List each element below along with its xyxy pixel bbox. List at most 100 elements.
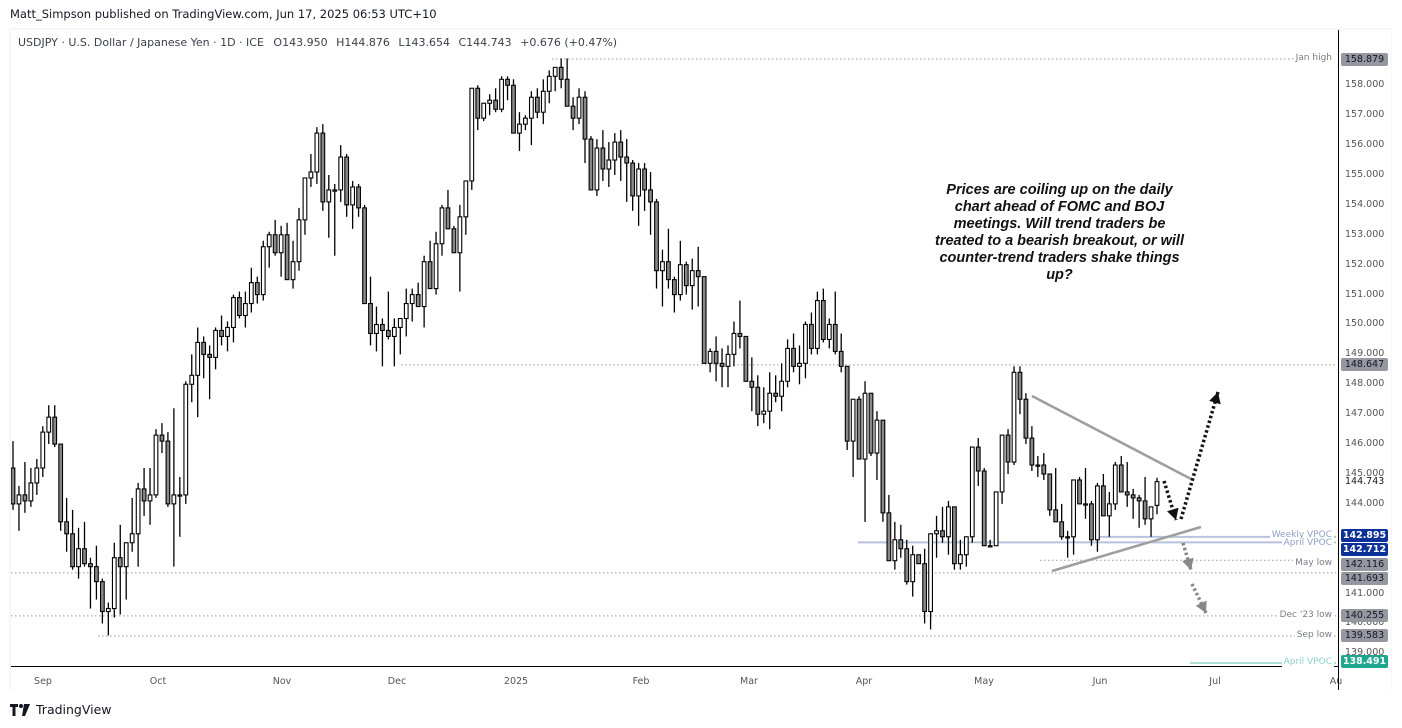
candle-body: [814, 300, 820, 349]
bullish-breakout-arrow-icon: [1179, 391, 1221, 520]
candle-body: [671, 279, 677, 296]
candle-body: [427, 261, 433, 290]
candle-body: [1017, 371, 1023, 400]
candle-body: [421, 261, 427, 308]
candle-body: [34, 467, 40, 484]
candle-body: [820, 300, 826, 340]
candle-body: [219, 329, 224, 337]
candle-body: [368, 303, 373, 335]
candle-body: [1142, 500, 1148, 520]
candle-body: [445, 207, 451, 230]
level-label: Weekly VPOC: [1269, 529, 1334, 540]
candle-body: [570, 105, 576, 119]
candle-body: [606, 159, 612, 170]
candle-body: [707, 350, 713, 364]
price-tick: 151.000: [1345, 288, 1385, 300]
candle-body: [1059, 521, 1065, 538]
candle-body: [803, 323, 808, 364]
candle-body: [618, 141, 624, 158]
candle-body: [725, 353, 731, 367]
candle-body: [350, 186, 356, 206]
candle-body: [183, 383, 189, 496]
candle-body: [844, 365, 850, 442]
candle-body: [284, 234, 290, 281]
level-price-label: 139.583: [1341, 629, 1388, 643]
candle-body: [469, 87, 475, 182]
candle-body: [266, 234, 272, 248]
candle-body: [123, 542, 129, 568]
candle-body: [779, 380, 785, 397]
candle-body: [171, 494, 177, 505]
price-tick: 156.000: [1345, 139, 1385, 151]
candle-body: [910, 554, 916, 583]
ohlc-low: L143.654: [398, 36, 450, 49]
candle-body: [153, 434, 159, 496]
candle-body: [564, 78, 570, 107]
candle-body: [809, 323, 814, 349]
candle-body: [946, 506, 951, 538]
candle-body: [135, 488, 141, 535]
candle-body: [701, 276, 707, 364]
candle-body: [546, 75, 552, 92]
time-axis[interactable]: Sep Oct Nov Dec 2025 Feb Mar Apr May Jun Jul Au: [11, 666, 1342, 691]
candle-body: [683, 264, 689, 287]
candle-body: [380, 323, 385, 332]
candle-body: [1065, 536, 1071, 539]
candle-body: [391, 326, 397, 337]
candle-body: [767, 392, 773, 412]
candle-body: [16, 494, 22, 505]
ohlc-open: O143.950: [273, 36, 328, 49]
candle-body: [457, 216, 463, 254]
descending-trendline: [1031, 394, 1194, 482]
chart-plot-area[interactable]: [11, 30, 1338, 666]
candle-body: [397, 317, 403, 329]
candle-body: [993, 491, 999, 547]
candle-body: [165, 440, 171, 505]
candle-body: [195, 341, 201, 376]
candlestick-chart: [11, 58, 1336, 664]
candle-body: [856, 398, 862, 460]
candle-body: [963, 536, 969, 556]
candle-body: [475, 87, 481, 119]
candle-body: [987, 545, 993, 548]
price-tick: 157.000: [1345, 109, 1385, 121]
vpoc-price-label: 142.712: [1341, 542, 1388, 556]
candle-body: [1005, 434, 1011, 463]
price-tick: 141.000: [1345, 587, 1385, 599]
candle-body: [242, 303, 248, 317]
candle-body: [129, 533, 135, 544]
time-tick: Oct: [149, 676, 167, 687]
candle-body: [952, 506, 957, 565]
candle-body: [296, 219, 302, 263]
candle-body: [225, 326, 230, 337]
time-tick: Nov: [272, 676, 292, 687]
candle-body: [308, 171, 314, 179]
time-tick: Dec: [387, 676, 407, 687]
candle-body: [630, 162, 636, 197]
candle-body: [1071, 479, 1076, 538]
candle-body: [755, 386, 761, 415]
ohlc-close: C144.743: [458, 36, 512, 49]
candle-body: [177, 494, 183, 497]
ohlc-change: +0.676 (+0.47%): [520, 36, 618, 49]
candle-body: [1130, 494, 1136, 499]
candle-body: [1124, 491, 1130, 496]
april-vpoc-price-label: 138.491: [1341, 654, 1388, 668]
candle-body: [874, 419, 880, 454]
ascending-trendline: [1051, 525, 1202, 573]
bearish-breakdown-arrow-1-icon: [1181, 542, 1194, 571]
candle-body: [695, 270, 701, 278]
candle-body: [719, 362, 725, 367]
candle-body: [70, 533, 75, 568]
candle-body: [147, 494, 153, 502]
candle-body: [689, 270, 695, 287]
candle-body: [511, 84, 516, 134]
candle-body: [314, 132, 320, 173]
candle-body: [940, 530, 945, 538]
candle-body: [88, 563, 93, 568]
candle-body: [451, 228, 457, 254]
candle-body: [642, 168, 647, 191]
level-label: Dec '23 low: [1277, 609, 1334, 620]
time-tick: May: [974, 676, 994, 687]
candle-body: [46, 416, 52, 433]
